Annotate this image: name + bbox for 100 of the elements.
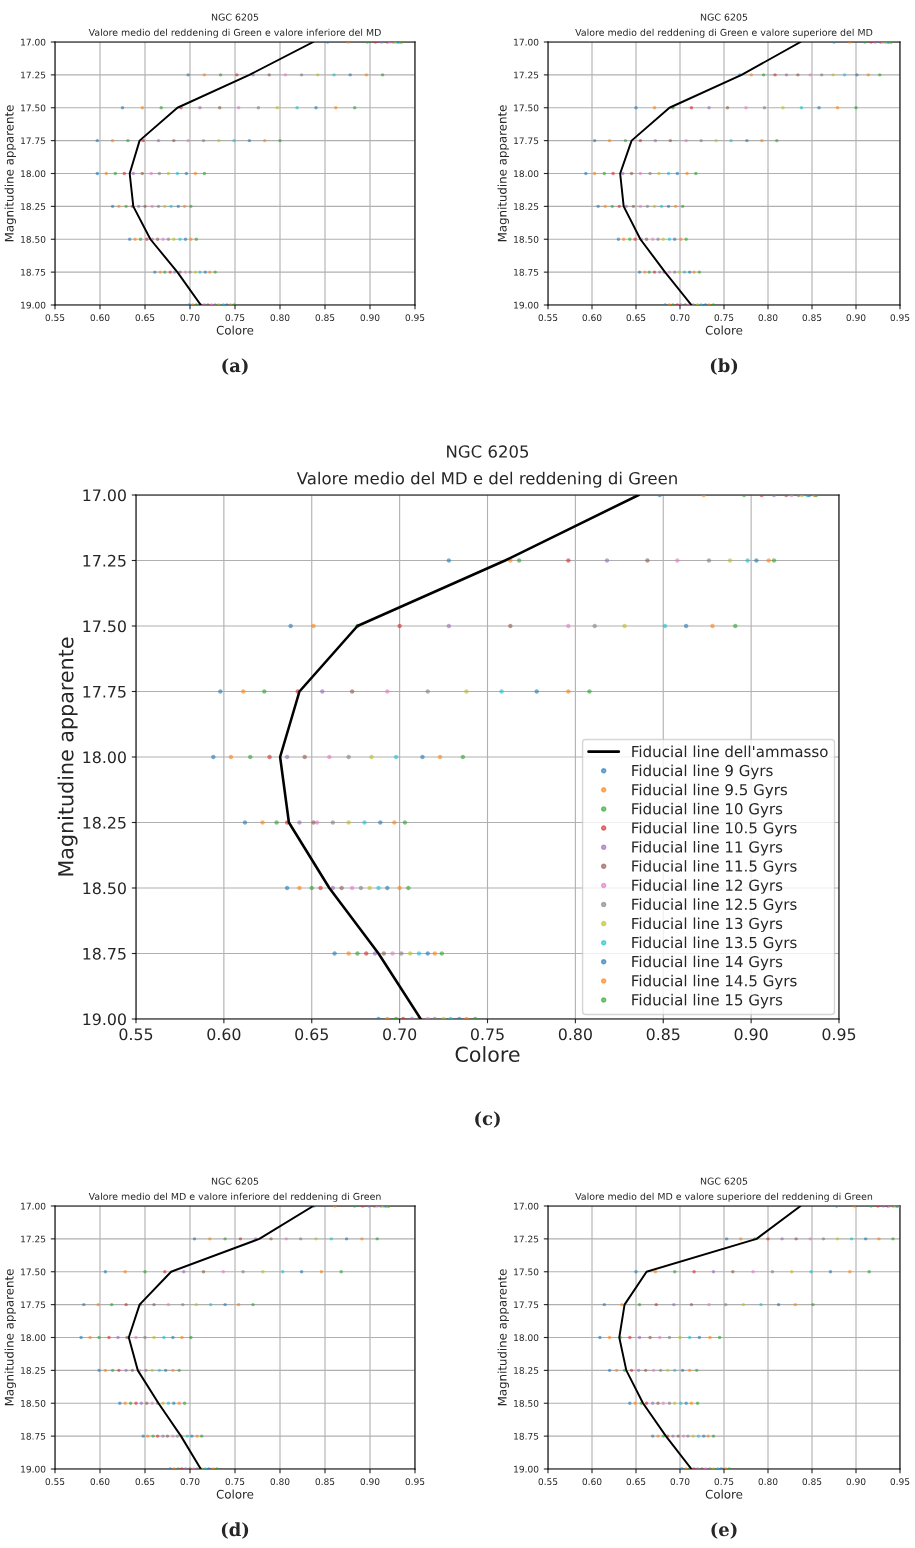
y-tick-label: 17.25 bbox=[514, 71, 539, 79]
y-tick-label: 18.50 bbox=[21, 1399, 46, 1407]
y-tick-label: 17.25 bbox=[21, 1235, 46, 1243]
text: (c) bbox=[475, 1111, 500, 1128]
y-tick-label: 17.75 bbox=[514, 1301, 539, 1309]
y-tick-label: 18.75 bbox=[83, 947, 126, 960]
y-tick-label: 19.00 bbox=[21, 1465, 46, 1473]
y-tick-label: 18.25 bbox=[21, 203, 46, 210]
x-tick-label: 0.80 bbox=[558, 1028, 592, 1041]
x-tick-label: 0.65 bbox=[135, 314, 155, 322]
y-tick-label: 18.50 bbox=[514, 235, 539, 243]
y-tick-label: 19.00 bbox=[514, 1465, 539, 1473]
y-tick-label: 18.25 bbox=[514, 1367, 539, 1374]
chart-title: NGC 6205 bbox=[447, 445, 529, 458]
y-tick-label: 19.00 bbox=[83, 1013, 126, 1026]
x-tick-label: 0.70 bbox=[180, 1478, 200, 1486]
x-tick-label: 0.75 bbox=[225, 1478, 245, 1486]
y-tick-label: 19.00 bbox=[514, 301, 539, 309]
legend-label: Fiducial line dell'ammasso bbox=[632, 745, 828, 758]
x-tick-label: 0.80 bbox=[270, 1478, 290, 1486]
legend-label: Fiducial line 9.5 Gyrs bbox=[632, 783, 788, 799]
y-axis-title: Magnitudine apparente bbox=[497, 1269, 509, 1406]
y-tick-label: 17.25 bbox=[21, 71, 46, 79]
y-tick-label: 17.50 bbox=[514, 1268, 539, 1276]
x-tick-label: 0.60 bbox=[582, 1478, 602, 1486]
x-tick-label: 0.75 bbox=[470, 1028, 504, 1041]
text: (b) bbox=[710, 358, 738, 375]
x-axis-title: Colore bbox=[216, 1489, 254, 1499]
chart-title: NGC 6205 bbox=[211, 13, 259, 21]
y-tick-label: 17.75 bbox=[83, 685, 126, 698]
x-tick-label: 0.95 bbox=[405, 314, 425, 322]
y-axis-title: Magnitudine apparente bbox=[4, 1269, 16, 1406]
y-tick-label: 17.00 bbox=[21, 1202, 46, 1210]
text: (e) bbox=[711, 1522, 737, 1539]
x-axis-title: Colore bbox=[455, 1046, 520, 1063]
text: (a) bbox=[222, 358, 248, 375]
x-tick-label: 0.90 bbox=[846, 1478, 866, 1486]
y-tick-label: 17.25 bbox=[514, 1235, 539, 1243]
y-tick-label: 18.00 bbox=[21, 170, 46, 178]
chart-subtitle: Valore medio del MD e valore superiore del reddening di Green bbox=[575, 1192, 873, 1202]
x-tick-label: 0.75 bbox=[225, 314, 245, 322]
y-tick-label: 18.75 bbox=[21, 1432, 46, 1440]
x-tick-label: 0.80 bbox=[758, 1478, 778, 1486]
legend-label: Fiducial line 11.5 Gyrs bbox=[632, 860, 797, 875]
chart-subtitle: Valore medio del MD e del reddening di Green bbox=[296, 471, 677, 488]
x-tick-label: 0.65 bbox=[626, 1478, 646, 1486]
y-axis-title: Magnitudine apparente bbox=[4, 105, 16, 242]
y-tick-label: 17.75 bbox=[21, 137, 46, 145]
legend-label: Fiducial line 11 Gyrs bbox=[632, 841, 783, 856]
chart-subtitle: Valore medio del MD e valore inferiore del reddening di Green bbox=[88, 1192, 381, 1202]
x-tick-label: 0.95 bbox=[405, 1478, 425, 1486]
x-tick-label: 0.90 bbox=[846, 314, 866, 322]
y-tick-label: 19.00 bbox=[21, 301, 46, 309]
x-tick-label: 0.75 bbox=[714, 1478, 734, 1486]
x-axis-title: Colore bbox=[705, 325, 743, 335]
y-tick-label: 17.50 bbox=[83, 620, 126, 633]
y-tick-label: 18.25 bbox=[21, 1367, 46, 1374]
x-tick-label: 0.60 bbox=[90, 1478, 110, 1486]
x-tick-label: 0.85 bbox=[315, 314, 335, 322]
x-tick-label: 0.80 bbox=[758, 314, 778, 322]
legend-label: Fiducial line 10.5 Gyrs bbox=[632, 821, 797, 837]
chart-title: NGC 6205 bbox=[700, 1177, 748, 1185]
y-tick-label: 18.50 bbox=[83, 882, 126, 895]
y-tick-label: 17.00 bbox=[21, 38, 46, 46]
x-tick-label: 0.95 bbox=[890, 314, 910, 322]
y-tick-label: 17.00 bbox=[514, 1202, 539, 1210]
x-tick-label: 0.70 bbox=[383, 1028, 417, 1041]
x-tick-label: 0.85 bbox=[802, 314, 822, 322]
legend-label: Fiducial line 10 Gyrs bbox=[632, 802, 783, 818]
chart-subtitle: Valore medio del reddening di Green e valore inferiore del MD bbox=[88, 28, 381, 38]
y-tick-label: 18.25 bbox=[514, 203, 539, 210]
legend-label: Fiducial line 12.5 Gyrs bbox=[632, 898, 797, 913]
x-tick-label: 0.90 bbox=[734, 1028, 768, 1041]
y-tick-label: 18.75 bbox=[21, 268, 46, 276]
y-tick-label: 18.00 bbox=[83, 751, 126, 764]
x-tick-label: 0.65 bbox=[295, 1028, 328, 1041]
y-tick-label: 17.50 bbox=[21, 104, 46, 112]
legend-label: Fiducial line 9 Gyrs bbox=[632, 764, 773, 780]
x-tick-label: 0.70 bbox=[670, 1478, 690, 1486]
chart-title: NGC 6205 bbox=[211, 1177, 259, 1185]
y-tick-label: 17.75 bbox=[514, 137, 539, 145]
chart-subtitle: Valore medio del reddening di Green e valore superiore del MD bbox=[575, 28, 873, 38]
x-tick-label: 0.60 bbox=[207, 1028, 241, 1041]
legend-label: Fiducial line 13.5 Gyrs bbox=[632, 936, 797, 952]
y-tick-label: 17.00 bbox=[514, 38, 539, 46]
x-tick-label: 0.80 bbox=[270, 314, 290, 322]
x-tick-label: 0.85 bbox=[802, 1478, 822, 1486]
y-tick-label: 18.00 bbox=[21, 1334, 46, 1342]
x-tick-label: 0.95 bbox=[822, 1028, 856, 1041]
x-tick-label: 0.60 bbox=[90, 314, 110, 322]
x-tick-label: 0.55 bbox=[119, 1028, 153, 1041]
chart-title: NGC 6205 bbox=[700, 13, 748, 21]
x-tick-label: 0.70 bbox=[180, 314, 200, 322]
y-tick-label: 18.50 bbox=[514, 1399, 539, 1407]
legend-label: Fiducial line 13 Gyrs bbox=[632, 917, 783, 933]
x-axis-title: Colore bbox=[705, 1489, 743, 1499]
x-tick-label: 0.90 bbox=[360, 314, 380, 322]
x-tick-label: 0.55 bbox=[45, 314, 65, 322]
x-tick-label: 0.60 bbox=[582, 314, 602, 322]
x-tick-label: 0.95 bbox=[890, 1478, 910, 1486]
